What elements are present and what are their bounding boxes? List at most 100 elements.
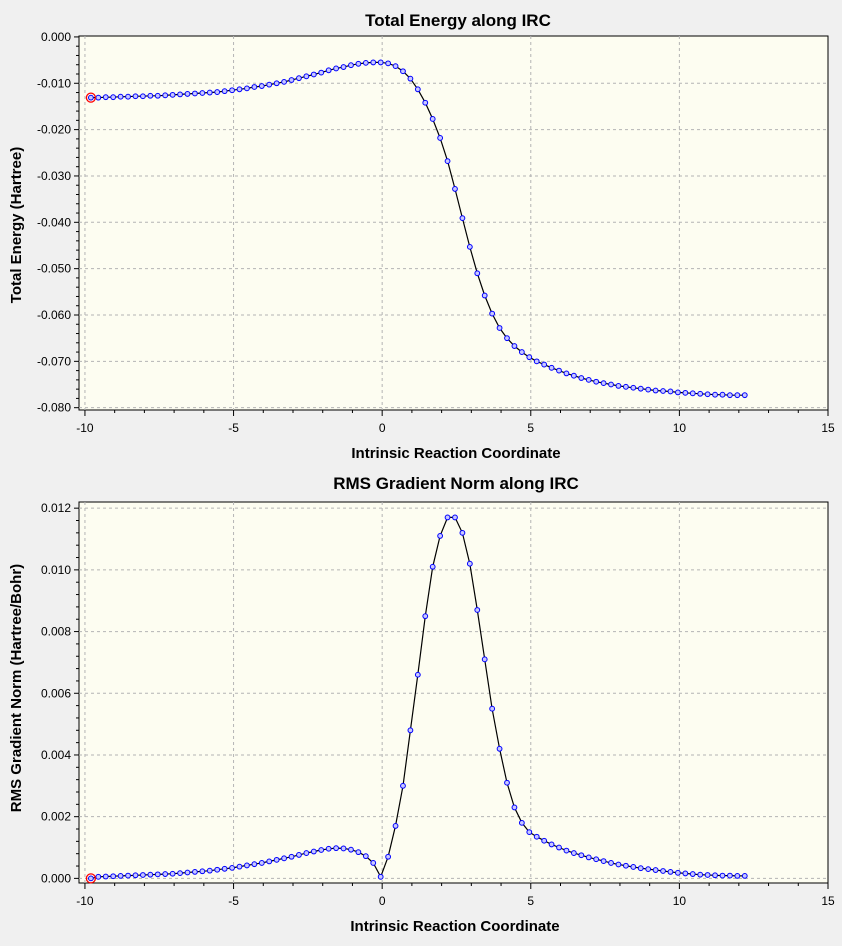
data-point[interactable] — [362, 853, 369, 860]
data-point[interactable] — [660, 868, 666, 874]
data-point[interactable] — [741, 873, 748, 879]
data-point[interactable] — [697, 390, 704, 397]
data-point[interactable] — [608, 381, 614, 388]
data-point[interactable] — [214, 89, 221, 95]
data-point[interactable] — [481, 656, 488, 663]
data-point[interactable] — [630, 384, 637, 391]
data-point[interactable] — [675, 869, 681, 876]
data-point[interactable] — [117, 873, 124, 879]
data-point[interactable] — [370, 59, 377, 66]
data-point[interactable] — [637, 385, 644, 392]
data-point[interactable] — [355, 60, 362, 67]
data-point[interactable] — [459, 215, 466, 222]
data-point[interactable] — [504, 335, 510, 342]
data-point[interactable] — [675, 389, 681, 396]
data-point[interactable] — [318, 69, 325, 76]
data-point[interactable] — [719, 391, 726, 398]
data-point[interactable] — [117, 93, 124, 100]
data-point[interactable] — [385, 853, 392, 860]
data-point[interactable] — [496, 745, 503, 752]
data-point[interactable] — [87, 94, 94, 101]
current-point-marker[interactable] — [85, 873, 97, 884]
data-point[interactable] — [452, 186, 458, 192]
data-point[interactable] — [704, 391, 711, 398]
data-point[interactable] — [548, 364, 555, 371]
data-point[interactable] — [325, 67, 332, 74]
data-point[interactable] — [407, 727, 414, 734]
data-point[interactable] — [273, 856, 280, 863]
data-point[interactable] — [206, 89, 213, 96]
data-point[interactable] — [734, 392, 741, 399]
data-point[interactable] — [429, 563, 436, 570]
data-point[interactable] — [288, 77, 295, 83]
data-point[interactable] — [526, 829, 533, 835]
data-point[interactable] — [95, 873, 102, 880]
data-point[interactable] — [310, 71, 317, 78]
data-point[interactable] — [400, 68, 406, 75]
data-point[interactable] — [630, 864, 637, 870]
data-point[interactable] — [392, 63, 399, 70]
data-point[interactable] — [110, 873, 117, 880]
data-point[interactable] — [452, 514, 458, 521]
data-point[interactable] — [273, 80, 280, 87]
data-point[interactable] — [206, 867, 213, 874]
data-point[interactable] — [727, 392, 733, 399]
data-point[interactable] — [682, 389, 689, 396]
data-point[interactable] — [303, 850, 310, 856]
data-point[interactable] — [481, 292, 488, 299]
data-point[interactable] — [407, 75, 414, 82]
data-point[interactable] — [719, 872, 726, 879]
data-point[interactable] — [251, 84, 258, 90]
data-point[interactable] — [600, 380, 607, 387]
data-point[interactable] — [177, 870, 183, 877]
data-point[interactable] — [147, 871, 154, 878]
data-point[interactable] — [296, 852, 302, 858]
data-point[interactable] — [533, 358, 540, 365]
data-point[interactable] — [125, 93, 131, 100]
data-point[interactable] — [340, 845, 347, 852]
data-point[interactable] — [348, 846, 354, 853]
data-point[interactable] — [102, 94, 109, 101]
data-point[interactable] — [258, 83, 265, 89]
data-point[interactable] — [333, 65, 339, 72]
data-point[interactable] — [229, 864, 235, 871]
data-point[interactable] — [593, 856, 600, 863]
data-point[interactable] — [437, 135, 444, 141]
data-point[interactable] — [177, 91, 183, 98]
data-point[interactable] — [236, 863, 243, 870]
data-point[interactable] — [429, 116, 436, 122]
data-point[interactable] — [400, 782, 406, 789]
data-point[interactable] — [712, 391, 718, 398]
data-point[interactable] — [689, 390, 696, 397]
data-point[interactable] — [734, 873, 741, 879]
data-point[interactable] — [526, 354, 533, 361]
data-point[interactable] — [600, 858, 607, 864]
data-point[interactable] — [667, 868, 674, 875]
data-point[interactable] — [459, 529, 466, 536]
data-point[interactable] — [348, 62, 354, 69]
data-point[interactable] — [533, 833, 540, 840]
data-point[interactable] — [466, 243, 473, 250]
data-point[interactable] — [199, 90, 206, 96]
data-point[interactable] — [125, 872, 131, 879]
data-point[interactable] — [154, 871, 161, 878]
data-point[interactable] — [162, 871, 169, 877]
data-point[interactable] — [615, 861, 622, 868]
data-point[interactable] — [593, 378, 600, 385]
data-point[interactable] — [667, 388, 674, 395]
data-point[interactable] — [645, 866, 652, 873]
data-point[interactable] — [474, 607, 481, 613]
data-point[interactable] — [325, 845, 332, 852]
data-point[interactable] — [474, 270, 481, 277]
data-point[interactable] — [704, 872, 711, 878]
data-point[interactable] — [615, 383, 622, 389]
data-point[interactable] — [244, 85, 250, 92]
data-point[interactable] — [288, 853, 295, 860]
data-point[interactable] — [362, 59, 369, 66]
data-point[interactable] — [392, 823, 399, 829]
data-point[interactable] — [556, 844, 562, 851]
data-point[interactable] — [437, 533, 444, 539]
data-point[interactable] — [511, 804, 518, 811]
data-point[interactable] — [184, 91, 191, 97]
data-point[interactable] — [504, 779, 510, 786]
